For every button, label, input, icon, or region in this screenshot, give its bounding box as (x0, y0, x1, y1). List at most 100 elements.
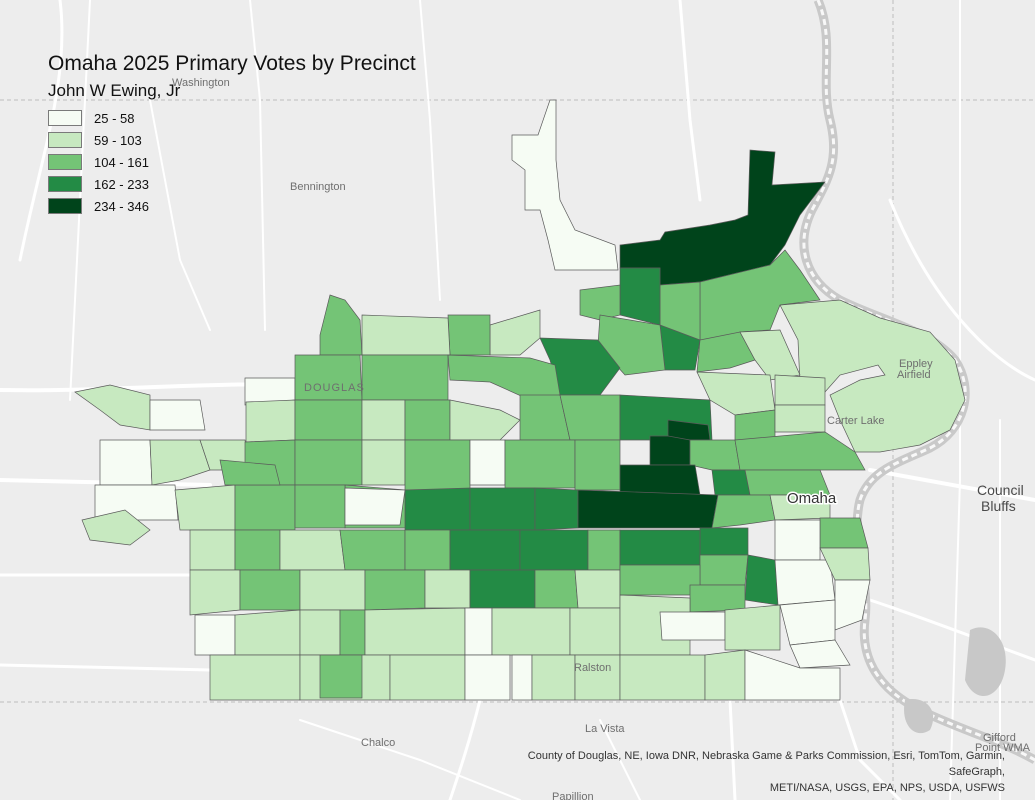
precinct[interactable] (469, 487, 536, 531)
precinct[interactable] (361, 399, 406, 441)
precinct[interactable] (234, 529, 281, 571)
precinct[interactable] (699, 554, 749, 586)
precinct[interactable] (339, 529, 406, 571)
precinct[interactable] (339, 609, 366, 656)
precinct[interactable] (464, 654, 511, 701)
precinct[interactable] (361, 314, 451, 356)
precinct[interactable] (469, 439, 506, 486)
precinct[interactable] (574, 439, 621, 491)
precinct[interactable] (819, 517, 869, 549)
precinct[interactable] (724, 604, 781, 651)
legend-label: 162 - 233 (94, 176, 149, 192)
legend-label: 104 - 161 (94, 154, 149, 170)
precinct[interactable] (689, 584, 746, 613)
precinct[interactable] (279, 529, 346, 571)
label-washington: Washington (172, 77, 230, 89)
precinct[interactable] (534, 487, 579, 531)
precinct[interactable] (469, 569, 536, 609)
precinct[interactable] (189, 569, 241, 616)
precinct[interactable] (511, 99, 619, 271)
precinct[interactable] (577, 489, 719, 529)
precinct[interactable] (659, 611, 726, 641)
precinct[interactable] (447, 314, 491, 356)
label-bluffs: Bluffs (981, 498, 1016, 514)
precinct[interactable] (149, 399, 206, 431)
precinct[interactable] (619, 654, 706, 701)
precinct[interactable] (534, 569, 579, 609)
map-legend: Omaha 2025 Primary Votes by Precinct Joh… (48, 52, 416, 217)
precinct[interactable] (294, 439, 363, 486)
precinct[interactable] (559, 394, 621, 441)
legend-swatch (48, 176, 82, 192)
precinct[interactable] (531, 654, 576, 701)
precinct[interactable] (404, 399, 451, 441)
precinct[interactable] (404, 529, 451, 571)
precinct[interactable] (299, 569, 366, 611)
precinct[interactable] (449, 529, 521, 571)
precinct[interactable] (189, 529, 236, 571)
precinct[interactable] (464, 607, 493, 656)
precinct[interactable] (491, 607, 571, 656)
precinct[interactable] (774, 404, 826, 433)
precinct[interactable] (689, 439, 741, 471)
precinct[interactable] (711, 494, 776, 529)
precinct[interactable] (404, 487, 471, 531)
precinct[interactable] (619, 267, 661, 326)
precinct[interactable] (361, 354, 449, 401)
precinct[interactable] (364, 607, 466, 656)
label-douglas: DOUGLAS (304, 382, 365, 394)
precinct[interactable] (774, 559, 836, 606)
precinct[interactable] (774, 519, 821, 561)
label-point-wma: Point WMA (975, 742, 1031, 754)
precinct[interactable] (569, 607, 621, 656)
precinct[interactable] (711, 469, 751, 496)
precinct[interactable] (94, 484, 179, 521)
precinct[interactable] (234, 609, 301, 656)
precinct[interactable] (209, 654, 301, 701)
precinct[interactable] (81, 509, 151, 546)
precinct[interactable] (299, 609, 341, 656)
precinct[interactable] (511, 654, 533, 701)
precinct[interactable] (404, 439, 471, 491)
precinct[interactable] (245, 399, 296, 443)
precinct[interactable] (234, 484, 296, 531)
precinct[interactable] (294, 399, 363, 441)
precinct[interactable] (779, 599, 836, 646)
precinct[interactable] (319, 654, 363, 699)
precinct[interactable] (504, 439, 576, 489)
precinct[interactable] (344, 487, 406, 526)
precinct[interactable] (704, 649, 746, 701)
precinct[interactable] (389, 654, 466, 701)
legend-swatch (48, 198, 82, 214)
precinct[interactable] (519, 529, 589, 571)
precinct[interactable] (149, 439, 211, 486)
precinct[interactable] (449, 399, 521, 441)
legend-item: 25 - 58 (48, 107, 416, 129)
precinct[interactable] (619, 564, 701, 596)
precinct[interactable] (174, 484, 236, 531)
precinct[interactable] (619, 529, 701, 566)
precinct[interactable] (774, 374, 826, 406)
precinct[interactable] (219, 459, 281, 486)
precinct[interactable] (696, 331, 756, 373)
precinct[interactable] (587, 529, 621, 571)
precinct[interactable] (424, 569, 471, 609)
precinct[interactable] (239, 569, 301, 611)
precinct[interactable] (744, 649, 841, 701)
precinct[interactable] (364, 569, 426, 611)
legend-item: 234 - 346 (48, 195, 416, 217)
precinct[interactable] (699, 527, 749, 556)
precinct[interactable] (574, 569, 621, 609)
precinct[interactable] (744, 554, 779, 606)
precinct[interactable] (619, 464, 701, 496)
precinct[interactable] (194, 614, 236, 656)
precinct[interactable] (734, 409, 776, 441)
precinct[interactable] (649, 435, 691, 466)
precinct[interactable] (779, 299, 966, 453)
precinct[interactable] (789, 639, 851, 669)
precinct[interactable] (294, 484, 346, 529)
precinct[interactable] (361, 439, 406, 486)
map-title: Omaha 2025 Primary Votes by Precinct (48, 52, 416, 75)
precinct[interactable] (99, 439, 153, 486)
